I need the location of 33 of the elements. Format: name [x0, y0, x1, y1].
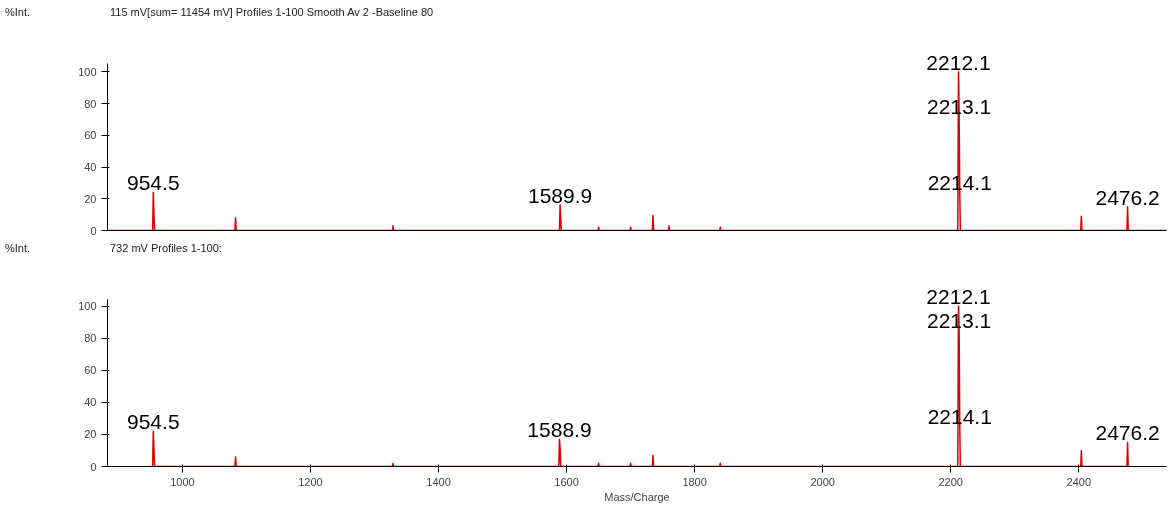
y-tick-label: 0: [90, 224, 97, 237]
y-tick-label: 80: [84, 97, 97, 110]
annotation: 1589.9: [527, 184, 593, 208]
y-tick-label: 40: [84, 161, 97, 174]
x-axis-title: Mass/Charge: [604, 490, 670, 503]
annotation: 954.5: [127, 410, 180, 434]
y-tick-label: 80: [84, 332, 97, 345]
annotation: 2212.1: [926, 50, 991, 74]
chart-title: 115 mV[sum= 11454 mV] Profiles 1-100 Smooth Av 2 -Baseline 80: [110, 5, 434, 20]
annotation: 1588.9: [527, 418, 592, 442]
x-tick-label: 2400: [1066, 475, 1092, 488]
y-tick-label: 20: [84, 428, 97, 441]
y-tick-label: 0: [90, 460, 97, 473]
y-tick-label: 40: [84, 396, 97, 409]
annotation: 2476.2: [1095, 185, 1160, 209]
annotation: 2476.2: [1095, 421, 1160, 445]
y-axis-title: %Int.: [5, 5, 31, 20]
y-tick-label: 20: [84, 192, 97, 205]
annotation: 954.5: [127, 171, 180, 195]
x-tick-label: 1600: [554, 475, 579, 488]
y-axis-title: %Int.: [5, 241, 31, 256]
chart-title: 732 mV Profiles 1-100:: [110, 241, 222, 256]
y-tick-label: 60: [84, 129, 97, 142]
annotation: 2212.1: [926, 285, 991, 309]
x-tick-label: 2000: [810, 475, 835, 488]
x-tick-label: 1800: [682, 475, 707, 488]
x-tick-label: 1400: [426, 475, 451, 488]
y-tick-label: 100: [78, 65, 97, 78]
y-tick-label: 60: [84, 364, 97, 377]
x-tick-label: 1200: [298, 475, 323, 488]
x-tick-label: 2200: [938, 475, 963, 488]
y-tick-label: 100: [78, 300, 97, 313]
x-tick-label: 1000: [170, 475, 195, 488]
